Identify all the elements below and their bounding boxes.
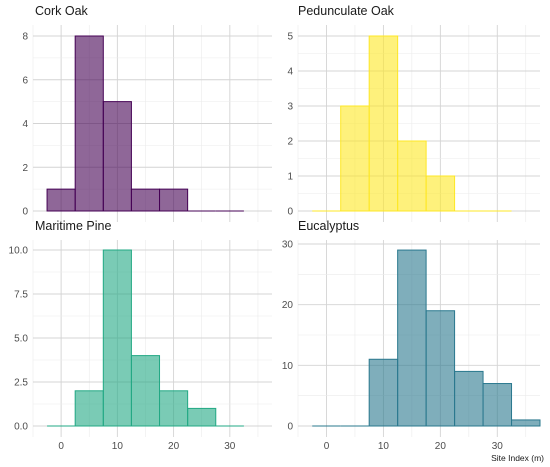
cork-oak-ytick-label: 6 bbox=[22, 75, 28, 86]
eucalyptus-xtick-label: 0 bbox=[324, 441, 330, 452]
pedunculate-oak-bar bbox=[340, 105, 370, 212]
cork-oak-ytick-label: 8 bbox=[22, 32, 28, 43]
maritime-pine-xtick-label: 20 bbox=[168, 441, 180, 452]
cork-oak-ytick-label: 2 bbox=[22, 163, 28, 174]
maritime-pine-bars bbox=[47, 249, 244, 427]
maritime-pine-bar bbox=[102, 249, 132, 427]
panel-eucalyptus: Eucalyptus 0 10 20 30 0 10 20 30 bbox=[282, 219, 541, 452]
maritime-pine-bar bbox=[130, 355, 161, 427]
eucalyptus-ytick-label: 10 bbox=[282, 361, 294, 372]
eucalyptus-ytick-label: 30 bbox=[282, 240, 294, 251]
eucalyptus-bar bbox=[425, 310, 456, 427]
pedunculate-oak-ytick-label: 1 bbox=[287, 172, 293, 183]
pedunculate-oak-panel-title: Pedunculate Oak bbox=[298, 4, 395, 18]
cork-oak-bar bbox=[102, 101, 132, 212]
cork-oak-bar bbox=[130, 188, 161, 212]
maritime-pine-bar bbox=[159, 390, 189, 427]
panel-cork-oak: Cork Oak 0 2 4 6 8 bbox=[22, 4, 272, 222]
pedunculate-oak-bar bbox=[397, 140, 427, 212]
x-axis-label: Site Index (m) bbox=[491, 453, 544, 463]
maritime-pine-xtick-label: 0 bbox=[58, 441, 64, 452]
eucalyptus-bar bbox=[368, 358, 399, 427]
maritime-pine-panel-title: Maritime Pine bbox=[35, 219, 111, 233]
maritime-pine-xtick-label: 30 bbox=[224, 441, 236, 452]
eucalyptus-xtick-label: 10 bbox=[378, 441, 390, 452]
pedunculate-oak-ytick-label: 4 bbox=[287, 67, 293, 78]
cork-oak-ytick-label: 4 bbox=[22, 119, 28, 130]
cork-oak-bar bbox=[159, 188, 189, 212]
pedunculate-oak-bar bbox=[425, 175, 456, 212]
eucalyptus-bars bbox=[312, 249, 541, 427]
maritime-pine-ytick-label: 0.0 bbox=[14, 422, 28, 433]
panel-pedunculate-oak: Pedunculate Oak 0 1 2 3 4 5 bbox=[287, 4, 540, 222]
maritime-pine-ytick-label: 2.5 bbox=[14, 378, 28, 389]
pedunculate-oak-bar bbox=[368, 35, 399, 212]
cork-oak-ytick-label: 0 bbox=[22, 207, 28, 218]
maritime-pine-ytick-label: 7.5 bbox=[14, 290, 28, 301]
maritime-pine-bar bbox=[74, 390, 104, 427]
eucalyptus-ytick-label: 0 bbox=[287, 422, 293, 433]
maritime-pine-ytick-label: 10.0 bbox=[9, 246, 29, 257]
eucalyptus-bar bbox=[454, 370, 484, 427]
cork-oak-bars bbox=[46, 35, 244, 212]
pedunculate-oak-ytick-label: 2 bbox=[287, 137, 293, 148]
eucalyptus-panel-title: Eucalyptus bbox=[298, 219, 359, 233]
cork-oak-bar bbox=[74, 35, 104, 212]
pedunculate-oak-ytick-label: 5 bbox=[287, 32, 293, 43]
pedunculate-oak-ytick-label: 3 bbox=[287, 102, 293, 113]
eucalyptus-xtick-label: 20 bbox=[435, 441, 447, 452]
eucalyptus-ytick-label: 20 bbox=[282, 300, 294, 311]
maritime-pine-xtick-label: 10 bbox=[112, 441, 124, 452]
eucalyptus-bar bbox=[482, 383, 513, 427]
eucalyptus-xtick-label: 30 bbox=[492, 441, 504, 452]
maritime-pine-bar bbox=[187, 407, 217, 427]
cork-oak-panel-title: Cork Oak bbox=[35, 4, 89, 18]
maritime-pine-ytick-label: 5.0 bbox=[14, 334, 28, 345]
cork-oak-bar bbox=[46, 188, 76, 212]
pedunculate-oak-bars bbox=[312, 35, 512, 212]
eucalyptus-bar bbox=[511, 419, 541, 427]
panel-maritime-pine: Maritime Pine 0.0 2.5 5.0 7.5 10.0 0 10 20 30 bbox=[9, 219, 272, 452]
eucalyptus-bar bbox=[397, 249, 427, 427]
pedunculate-oak-ytick-label: 0 bbox=[287, 207, 293, 218]
